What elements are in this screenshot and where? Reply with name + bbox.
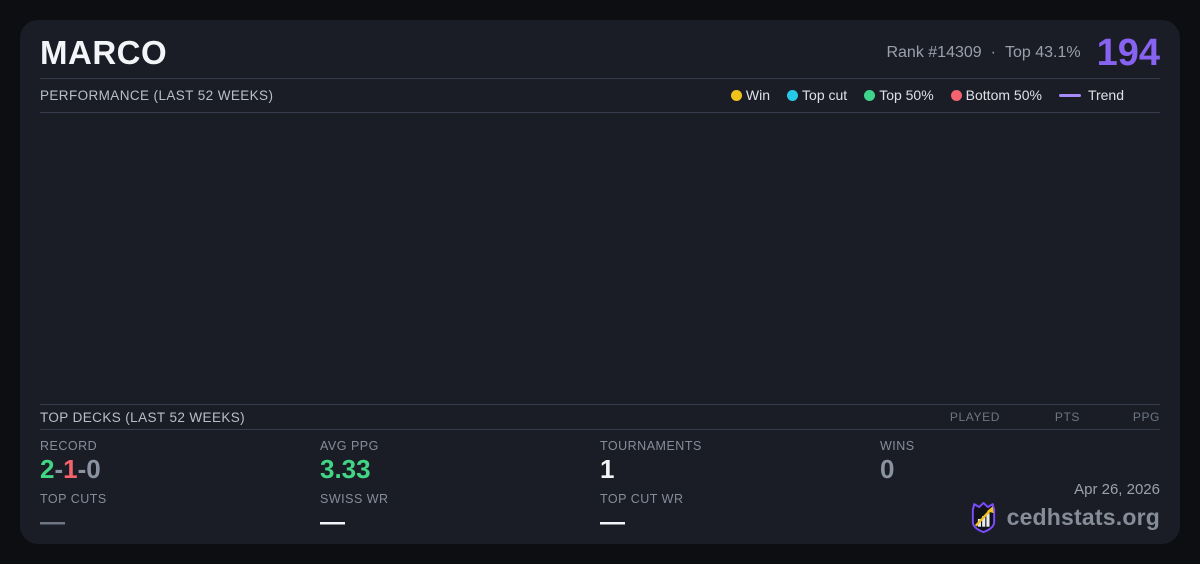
stat-label: WINS — [880, 439, 915, 454]
column-header-ppg: PPG — [1132, 410, 1160, 425]
stat-label: TOURNAMENTS — [600, 439, 702, 454]
wins-value: 0 — [880, 454, 895, 485]
performance-header-row: PERFORMANCE (LAST 52 WEEKS) Win Top cut … — [40, 79, 1160, 112]
top-percent-text: Top 43.1% — [1004, 43, 1081, 61]
legend-item-win: Win — [730, 87, 771, 104]
top-cut-dot-icon — [787, 89, 799, 101]
chart-legend: Win Top cut Top 50% Bottom 50% Trend — [730, 87, 1160, 104]
swiss-wr-value: — — [320, 508, 345, 537]
stat-label: TOP CUTS — [40, 492, 107, 507]
record-draws: 0 — [86, 454, 101, 485]
trend-line-icon — [1058, 93, 1081, 97]
brand-name: cedhstats.org — [1006, 504, 1160, 530]
header-divider — [40, 77, 1160, 79]
rank-line: Rank #14309 · Top 43.1% — [886, 44, 1080, 62]
top-cuts-value: — — [40, 508, 65, 537]
avg-ppg-value: 3.33 — [320, 454, 371, 485]
legend-label: Bottom 50% — [965, 87, 1042, 104]
stat-record: RECORD 2-1-0 TOP CUTS — — [40, 439, 320, 544]
bottom-50-dot-icon — [950, 89, 962, 101]
cedhstats-logo-icon — [971, 502, 995, 533]
record-value: 2-1-0 — [40, 454, 320, 485]
legend-item-trend: Trend — [1058, 87, 1124, 104]
performance-chart-area — [40, 113, 1160, 404]
top-decks-header-row: TOP DECKS (LAST 52 WEEKS) PLAYED PTS PPG — [40, 405, 1160, 429]
column-header-pts: PTS — [1054, 410, 1080, 425]
stat-tournaments: TOURNAMENTS 1 TOP CUT WR — — [600, 439, 880, 544]
chart-bottom-divider — [40, 403, 1160, 405]
stat-avg-ppg: AVG PPG 3.33 SWISS WR — — [320, 439, 600, 544]
top-50-dot-icon — [864, 89, 876, 101]
rank-text: Rank #14309 — [886, 43, 982, 61]
tournaments-value: 1 — [600, 454, 615, 485]
legend-label: Top cut — [802, 87, 848, 104]
stat-label: SWISS WR — [320, 492, 389, 507]
legend-label: Trend — [1087, 87, 1124, 104]
legend-label: Top 50% — [879, 87, 934, 104]
win-dot-icon — [730, 89, 742, 101]
page-title: MARCO — [40, 33, 168, 71]
column-header-played: PLAYED — [949, 410, 1000, 425]
legend-item-bottom-50: Bottom 50% — [950, 87, 1042, 104]
record-separator: - — [77, 454, 87, 485]
legend-item-top-cut: Top cut — [787, 87, 847, 103]
record-separator: - — [54, 454, 64, 485]
legend-label: Win — [745, 87, 771, 104]
stat-label: AVG PPG — [320, 439, 379, 454]
stat-label: TOP CUT WR — [600, 492, 684, 507]
legend-item-top-50: Top 50% — [864, 87, 934, 104]
record-wins: 2 — [40, 454, 55, 485]
player-score: 194 — [1096, 31, 1160, 74]
top-decks-columns: PLAYED PTS PPG — [920, 410, 1160, 424]
stat-wins: WINS 0 — [880, 439, 1160, 544]
stats-grid: RECORD 2-1-0 TOP CUTS — AVG PPG 3.33 SWI… — [40, 439, 1160, 544]
record-losses: 1 — [63, 454, 78, 485]
top-cut-wr-value: — — [600, 508, 625, 537]
card-date: Apr 26, 2026 — [1074, 481, 1160, 498]
player-stats-card: MARCO Rank #14309 · Top 43.1% 194 PERFOR… — [20, 20, 1180, 544]
top-decks-title: TOP DECKS (LAST 52 WEEKS) — [40, 409, 246, 425]
header-rank-group: Rank #14309 · Top 43.1% 194 — [886, 34, 1160, 72]
performance-divider — [40, 111, 1160, 113]
top-decks-divider — [40, 429, 1160, 431]
stat-label: RECORD — [40, 439, 98, 454]
footer-block: Apr 26, 2026 cedhstats.org — [968, 481, 1160, 534]
performance-title: PERFORMANCE (LAST 52 WEEKS) — [40, 87, 274, 103]
card-header: MARCO Rank #14309 · Top 43.1% 194 — [40, 20, 1160, 78]
stats-area: RECORD 2-1-0 TOP CUTS — AVG PPG 3.33 SWI… — [40, 430, 1160, 544]
brand-row: cedhstats.org — [968, 501, 1160, 534]
dot-separator: · — [990, 43, 996, 61]
